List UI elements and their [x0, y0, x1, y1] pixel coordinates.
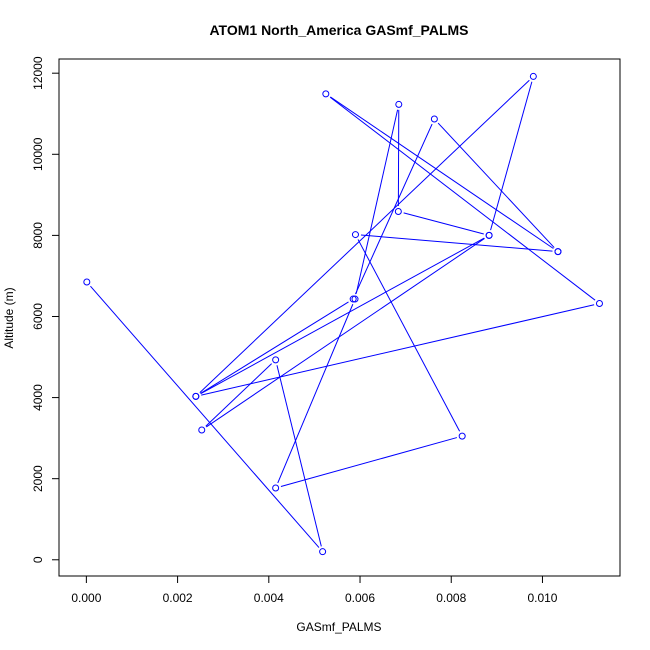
series-segment	[329, 96, 596, 301]
data-point	[595, 300, 603, 308]
series-segment	[403, 212, 484, 235]
series-layer	[83, 72, 603, 556]
data-point	[322, 90, 330, 98]
x-tick-label: 0.002	[163, 591, 193, 605]
series-segment	[280, 437, 458, 488]
y-axis-label: Altitude (m)	[2, 287, 16, 348]
series-segment	[90, 285, 320, 548]
data-point	[349, 295, 357, 303]
series-segment	[360, 234, 553, 252]
x-axis: 0.000 0.002 0.004 0.006 0.008 0.010	[71, 575, 558, 605]
data-point	[319, 548, 327, 556]
data-point	[554, 248, 562, 256]
data-point	[351, 295, 359, 303]
series-segment	[200, 237, 485, 395]
series-segment	[357, 239, 461, 432]
series-segment	[277, 303, 354, 484]
series-segment	[201, 304, 595, 396]
y-tick-label: 4000	[31, 384, 45, 411]
y-tick-label: 10000	[31, 137, 45, 171]
data-point	[272, 484, 280, 492]
series-segment	[354, 123, 433, 295]
series-segment	[330, 96, 554, 249]
data-point	[272, 356, 280, 364]
x-axis-label: GASmf_PALMS	[296, 620, 381, 634]
data-point	[394, 207, 402, 215]
data-point	[351, 231, 359, 239]
data-point	[529, 72, 537, 80]
x-tick-label: 0.004	[254, 591, 284, 605]
y-axis: 0 2000 4000 6000 8000 10000 12000	[31, 56, 60, 563]
y-tick-label: 2000	[31, 465, 45, 492]
data-point	[485, 231, 493, 239]
x-tick-label: 0.000	[71, 591, 101, 605]
x-tick-label: 0.006	[345, 591, 375, 605]
series-segment	[199, 79, 530, 393]
y-tick-label: 12000	[31, 56, 45, 90]
y-tick-label: 6000	[31, 303, 45, 330]
x-tick-label: 0.010	[527, 591, 557, 605]
series-segment	[276, 365, 322, 547]
chart-title: ATOM1 North_America GASmf_PALMS	[209, 22, 468, 38]
series-segment	[205, 363, 273, 427]
data-point	[395, 100, 403, 108]
data-point	[458, 432, 466, 440]
data-point	[430, 115, 438, 123]
series-segment	[355, 109, 399, 294]
y-tick-label: 8000	[31, 222, 45, 249]
series-segment	[490, 81, 533, 231]
data-point	[198, 426, 206, 434]
x-tick-label: 0.008	[436, 591, 466, 605]
series-segment	[200, 301, 349, 394]
data-point	[192, 392, 200, 400]
data-point	[83, 278, 91, 286]
series-segment	[437, 122, 555, 248]
series-segment	[206, 238, 485, 428]
y-tick-label: 0	[31, 556, 45, 563]
